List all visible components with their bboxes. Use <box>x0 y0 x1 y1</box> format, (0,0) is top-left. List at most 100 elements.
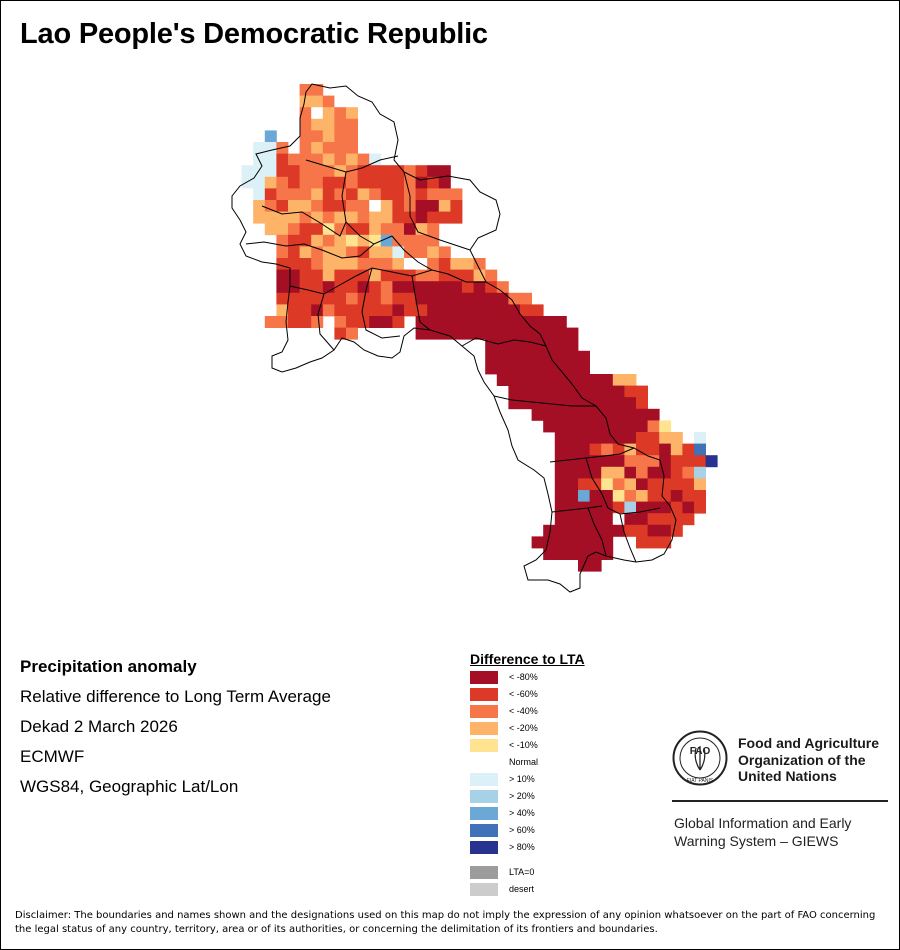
anomaly-cell <box>520 362 532 375</box>
giews-line2: Warning System – GIEWS <box>674 833 839 849</box>
anomaly-cell <box>311 292 324 305</box>
anomaly-cell <box>369 153 382 166</box>
anomaly-cell <box>659 478 672 491</box>
info-line-projection: WGS84, Geographic Lat/Lon <box>20 777 239 796</box>
anomaly-cell <box>578 443 590 456</box>
anomaly-cell <box>427 269 440 282</box>
anomaly-cell <box>694 490 706 502</box>
anomaly-cell <box>311 316 324 328</box>
anomaly-cell <box>404 246 416 259</box>
anomaly-cell <box>496 339 509 352</box>
anomaly-cell <box>369 292 382 305</box>
anomaly-cell <box>264 200 277 212</box>
anomaly-cell <box>589 408 602 421</box>
anomaly-cell <box>288 246 300 259</box>
anomaly-cell <box>554 397 567 410</box>
anomaly-cell <box>427 258 440 270</box>
anomaly-cell <box>554 385 567 398</box>
legend-swatch <box>470 739 498 752</box>
anomaly-cell <box>543 420 556 433</box>
anomaly-cell <box>601 385 614 398</box>
anomaly-cell <box>612 432 625 444</box>
anomaly-cell <box>334 211 347 224</box>
anomaly-cell <box>624 397 637 410</box>
anomaly-cell <box>694 501 706 514</box>
province-border <box>317 293 335 351</box>
anomaly-cell <box>624 385 637 398</box>
info-line-reference: Relative difference to Long Term Average <box>20 687 331 706</box>
anomaly-cell <box>427 292 440 305</box>
anomaly-cell <box>566 536 579 549</box>
anomaly-cell <box>589 490 602 502</box>
anomaly-cell <box>276 316 289 328</box>
anomaly-cell <box>322 292 335 305</box>
province-border <box>549 447 635 463</box>
anomaly-cell <box>636 455 648 468</box>
anomaly-cell <box>311 95 324 108</box>
anomaly-cell <box>427 327 440 340</box>
anomaly-cell <box>566 327 579 340</box>
anomaly-cell <box>566 350 579 363</box>
legend-label: > 80% <box>509 842 535 852</box>
anomaly-cell <box>601 374 614 386</box>
anomaly-cell <box>543 327 556 340</box>
anomaly-cell <box>311 130 324 143</box>
anomaly-cell <box>520 304 532 317</box>
legend-item: < -10% <box>470 739 585 756</box>
anomaly-cell <box>369 200 382 212</box>
anomaly-cell <box>334 281 347 294</box>
anomaly-cell <box>415 200 428 212</box>
anomaly-cell <box>311 281 324 294</box>
anomaly-cell <box>369 223 382 236</box>
anomaly-cell <box>311 165 324 178</box>
anomaly-cell <box>369 258 382 270</box>
anomaly-cell <box>624 490 637 502</box>
anomaly-cell <box>636 536 648 549</box>
legend-swatch <box>470 883 498 896</box>
anomaly-cell <box>369 234 382 247</box>
anomaly-cell <box>276 176 289 189</box>
anomaly-cell <box>485 362 498 375</box>
anomaly-cell <box>462 316 474 328</box>
anomaly-cell <box>659 432 672 444</box>
province-border <box>411 275 431 331</box>
anomaly-cell <box>624 501 637 514</box>
anomaly-cell <box>624 374 637 386</box>
legend-item: > 80% <box>470 841 585 858</box>
anomaly-cell <box>311 211 324 224</box>
anomaly-cell <box>322 304 335 317</box>
anomaly-cell <box>380 304 393 317</box>
anomaly-cell <box>624 466 637 479</box>
anomaly-cell <box>659 420 672 433</box>
anomaly-cell <box>369 188 382 201</box>
anomaly-cell <box>543 339 556 352</box>
province-border <box>619 513 637 563</box>
anomaly-cell <box>438 327 451 340</box>
anomaly-cell <box>531 362 544 375</box>
anomaly-cell <box>578 513 590 526</box>
anomaly-cell <box>288 200 300 212</box>
anomaly-cell <box>647 513 660 526</box>
anomaly-cell <box>427 234 440 247</box>
anomaly-cell <box>334 269 347 282</box>
info-heading: Precipitation anomaly <box>20 657 197 676</box>
anomaly-cell <box>357 316 370 328</box>
anomaly-cell <box>566 524 579 537</box>
anomaly-cell <box>392 211 405 224</box>
anomaly-cell <box>450 200 463 212</box>
anomaly-cell <box>636 385 648 398</box>
anomaly-cell <box>682 490 695 502</box>
anomaly-cell <box>380 176 393 189</box>
anomaly-cell <box>543 374 556 386</box>
anomaly-cell <box>322 223 335 236</box>
anomaly-cell <box>589 559 602 572</box>
anomaly-cell <box>462 304 474 317</box>
anomaly-cell <box>578 432 590 444</box>
anomaly-cell <box>554 327 567 340</box>
anomaly-cell <box>288 304 300 317</box>
anomaly-cell <box>415 292 428 305</box>
anomaly-cell <box>392 188 405 201</box>
anomaly-cell <box>589 420 602 433</box>
anomaly-cell <box>554 374 567 386</box>
anomaly-cell <box>369 211 382 224</box>
